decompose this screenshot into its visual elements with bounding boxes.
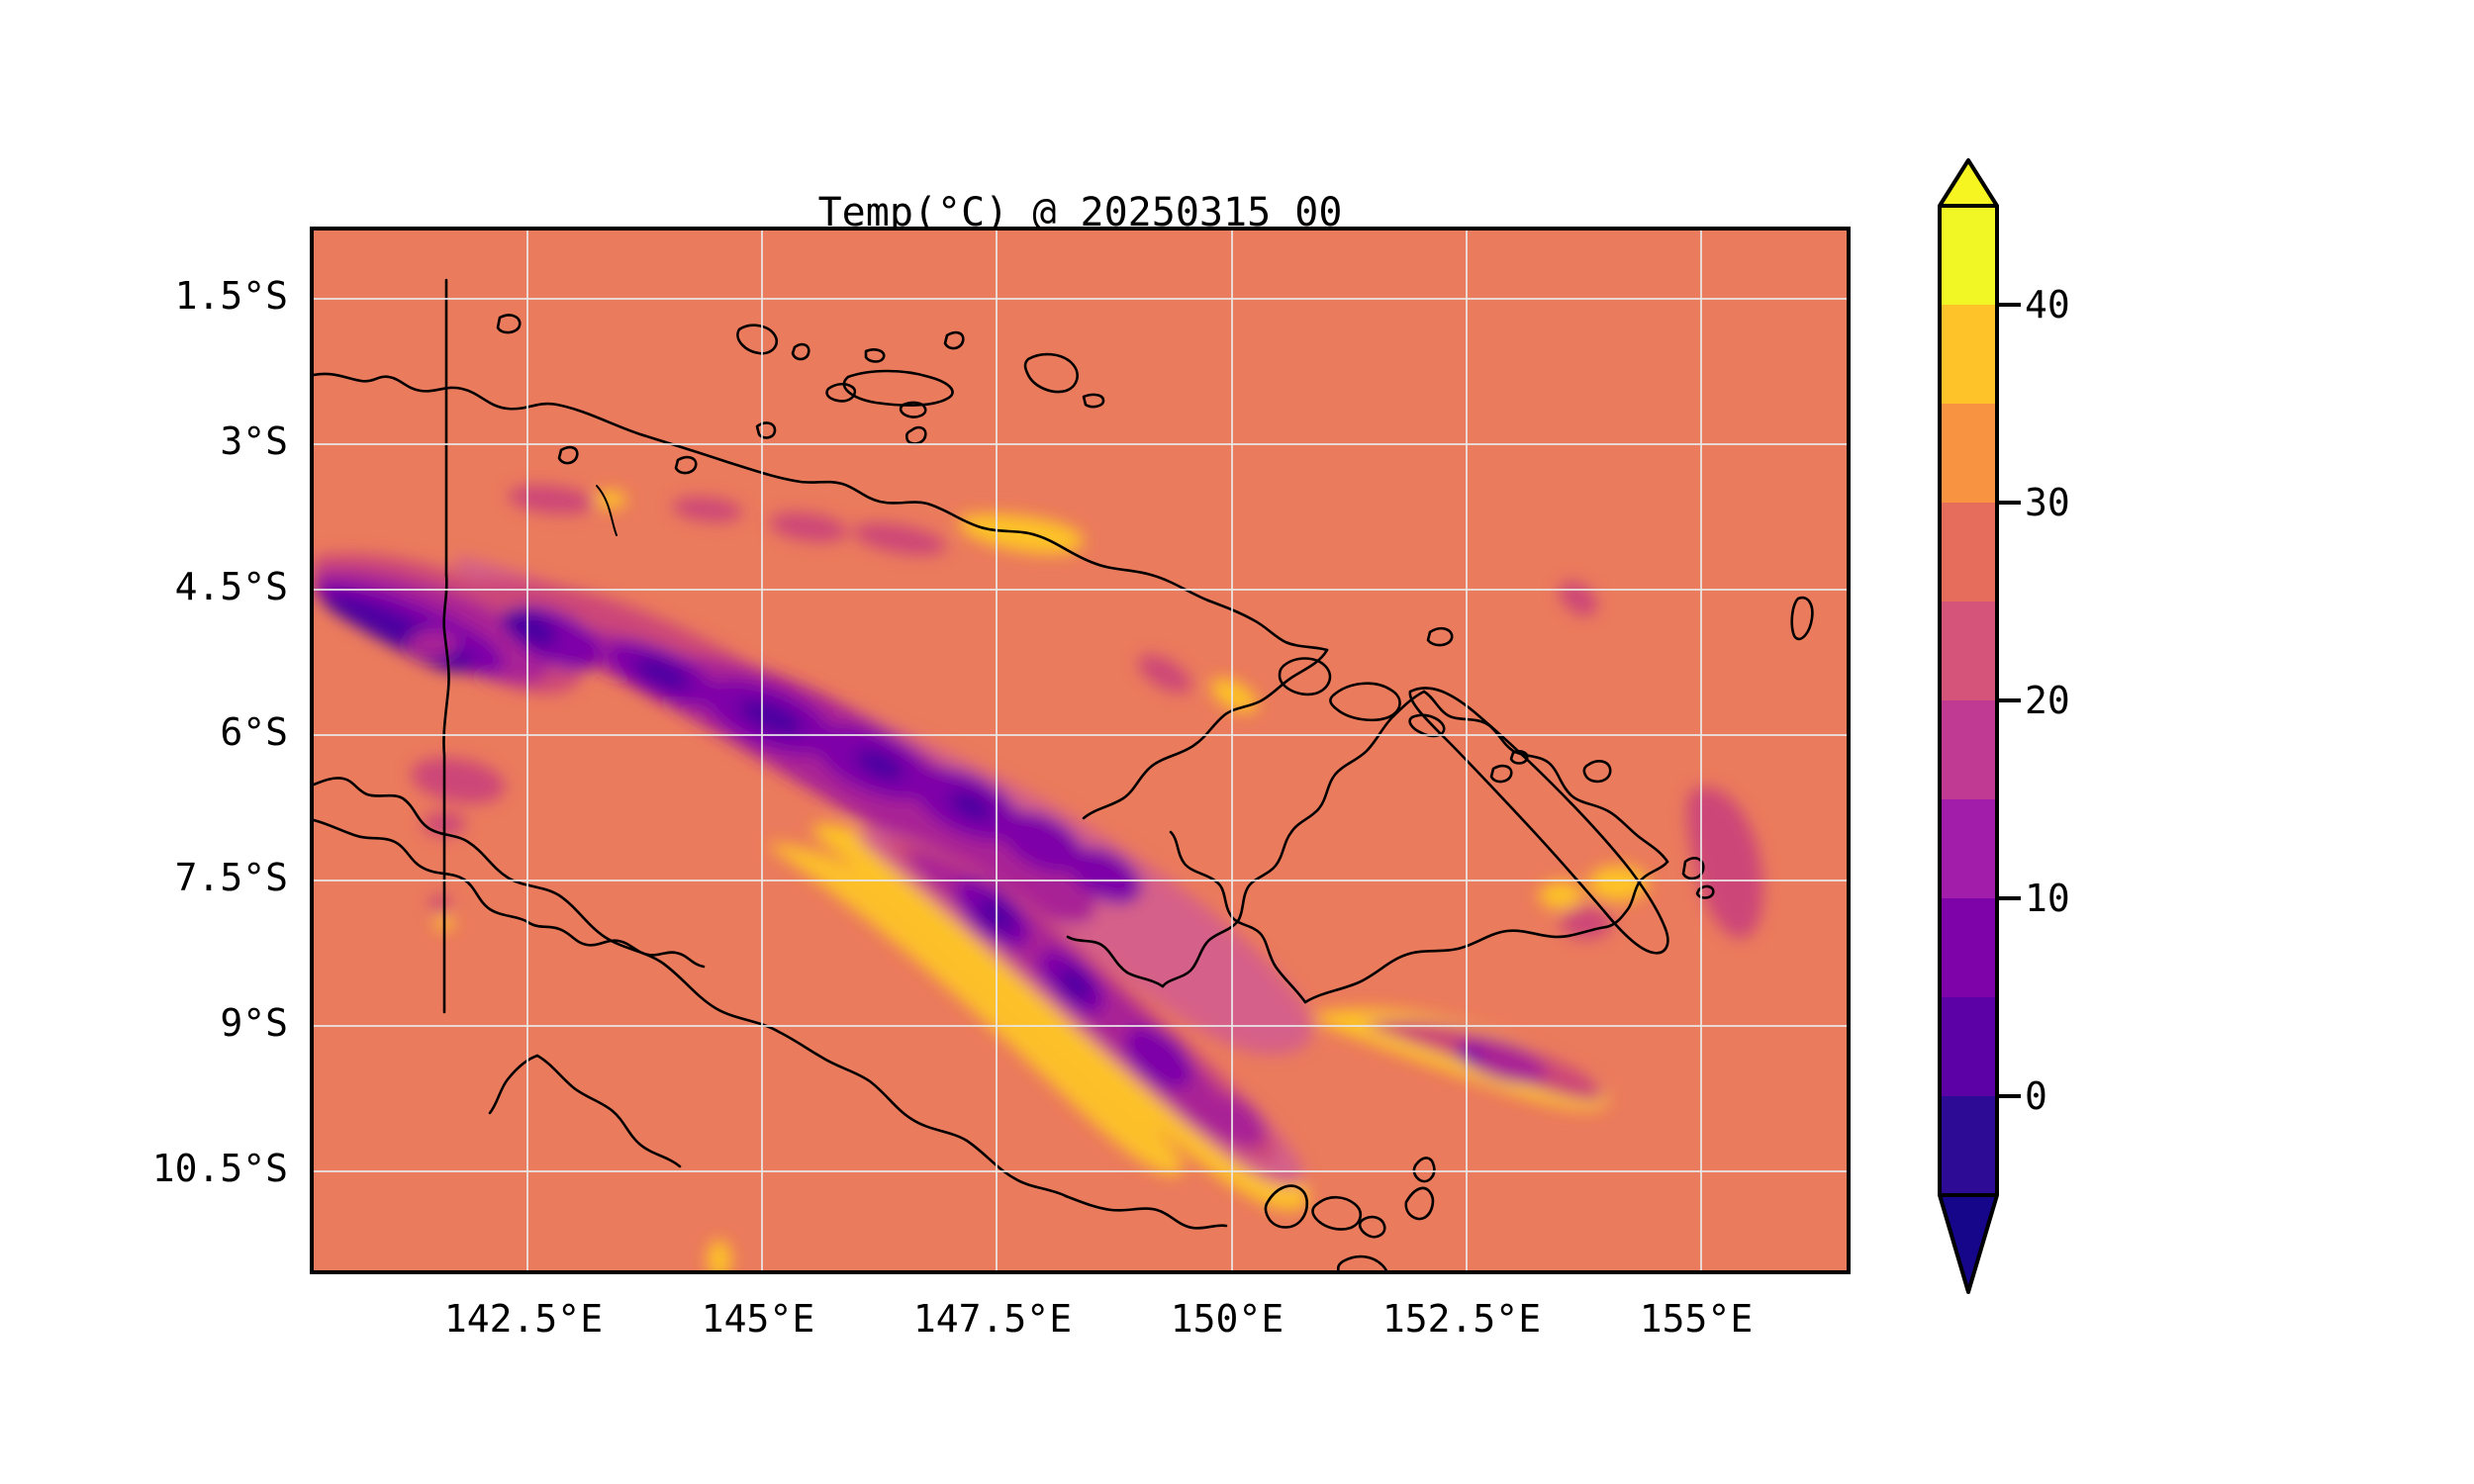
colorbar-tick-40 bbox=[1999, 303, 2021, 307]
colorbar-tick-20 bbox=[1999, 698, 2021, 702]
colorbar-ticklabel-20: 20 bbox=[2025, 679, 2070, 722]
gridline-lon-142_5 bbox=[526, 231, 528, 1270]
ytick-label-3: 4.5°S bbox=[174, 565, 288, 608]
xtick-label-1: 142.5°E bbox=[443, 1297, 604, 1341]
colorbar-ticklabel-30: 30 bbox=[2025, 481, 2070, 524]
xtick-label-3: 147.5°E bbox=[912, 1297, 1073, 1341]
colorbar[interactable]: 40 30 20 10 0 bbox=[1938, 158, 2070, 1345]
gridline-lon-147_5 bbox=[996, 231, 998, 1270]
gridline-lon-145 bbox=[761, 231, 763, 1270]
colorbar-tick-10 bbox=[1999, 896, 2021, 900]
gridline-lat-7_5 bbox=[314, 880, 1847, 881]
map-axes[interactable] bbox=[310, 227, 1851, 1274]
gridline-lat-1_5 bbox=[314, 298, 1847, 300]
ytick-label-5: 7.5°S bbox=[174, 856, 288, 899]
ytick-label-7: 10.5°S bbox=[151, 1147, 288, 1190]
colorbar-ticklabel-10: 10 bbox=[2025, 877, 2070, 920]
colorbar-ticklabel-40: 40 bbox=[2025, 283, 2070, 326]
gridline-lon-155 bbox=[1700, 231, 1702, 1270]
gridline-lat-4_5 bbox=[314, 589, 1847, 591]
gridline-lat-9 bbox=[314, 1025, 1847, 1027]
gridline-lat-10_5 bbox=[314, 1170, 1847, 1172]
ytick-label-2: 3°S bbox=[220, 419, 288, 463]
colorbar-tick-30 bbox=[1999, 501, 2021, 505]
gridline-lat-3 bbox=[314, 443, 1847, 445]
ytick-label-1: 1.5°S bbox=[174, 274, 288, 318]
colorbar-ticklabel-0: 0 bbox=[2025, 1074, 2047, 1118]
xtick-label-2: 145°E bbox=[701, 1297, 815, 1341]
xtick-label-4: 150°E bbox=[1170, 1297, 1285, 1341]
colorbar-tick-0 bbox=[1999, 1094, 2021, 1098]
temperature-contour-field bbox=[314, 231, 1847, 1270]
xtick-label-6: 155°E bbox=[1639, 1297, 1754, 1341]
gridline-lon-150 bbox=[1231, 231, 1233, 1270]
gridline-lon-152_5 bbox=[1466, 231, 1468, 1270]
colorbar-gradient bbox=[1938, 158, 1999, 1294]
ytick-label-6: 9°S bbox=[220, 1001, 288, 1045]
xtick-label-5: 152.5°E bbox=[1381, 1297, 1542, 1341]
gridline-lat-6 bbox=[314, 734, 1847, 736]
ytick-label-4: 6°S bbox=[220, 710, 288, 754]
